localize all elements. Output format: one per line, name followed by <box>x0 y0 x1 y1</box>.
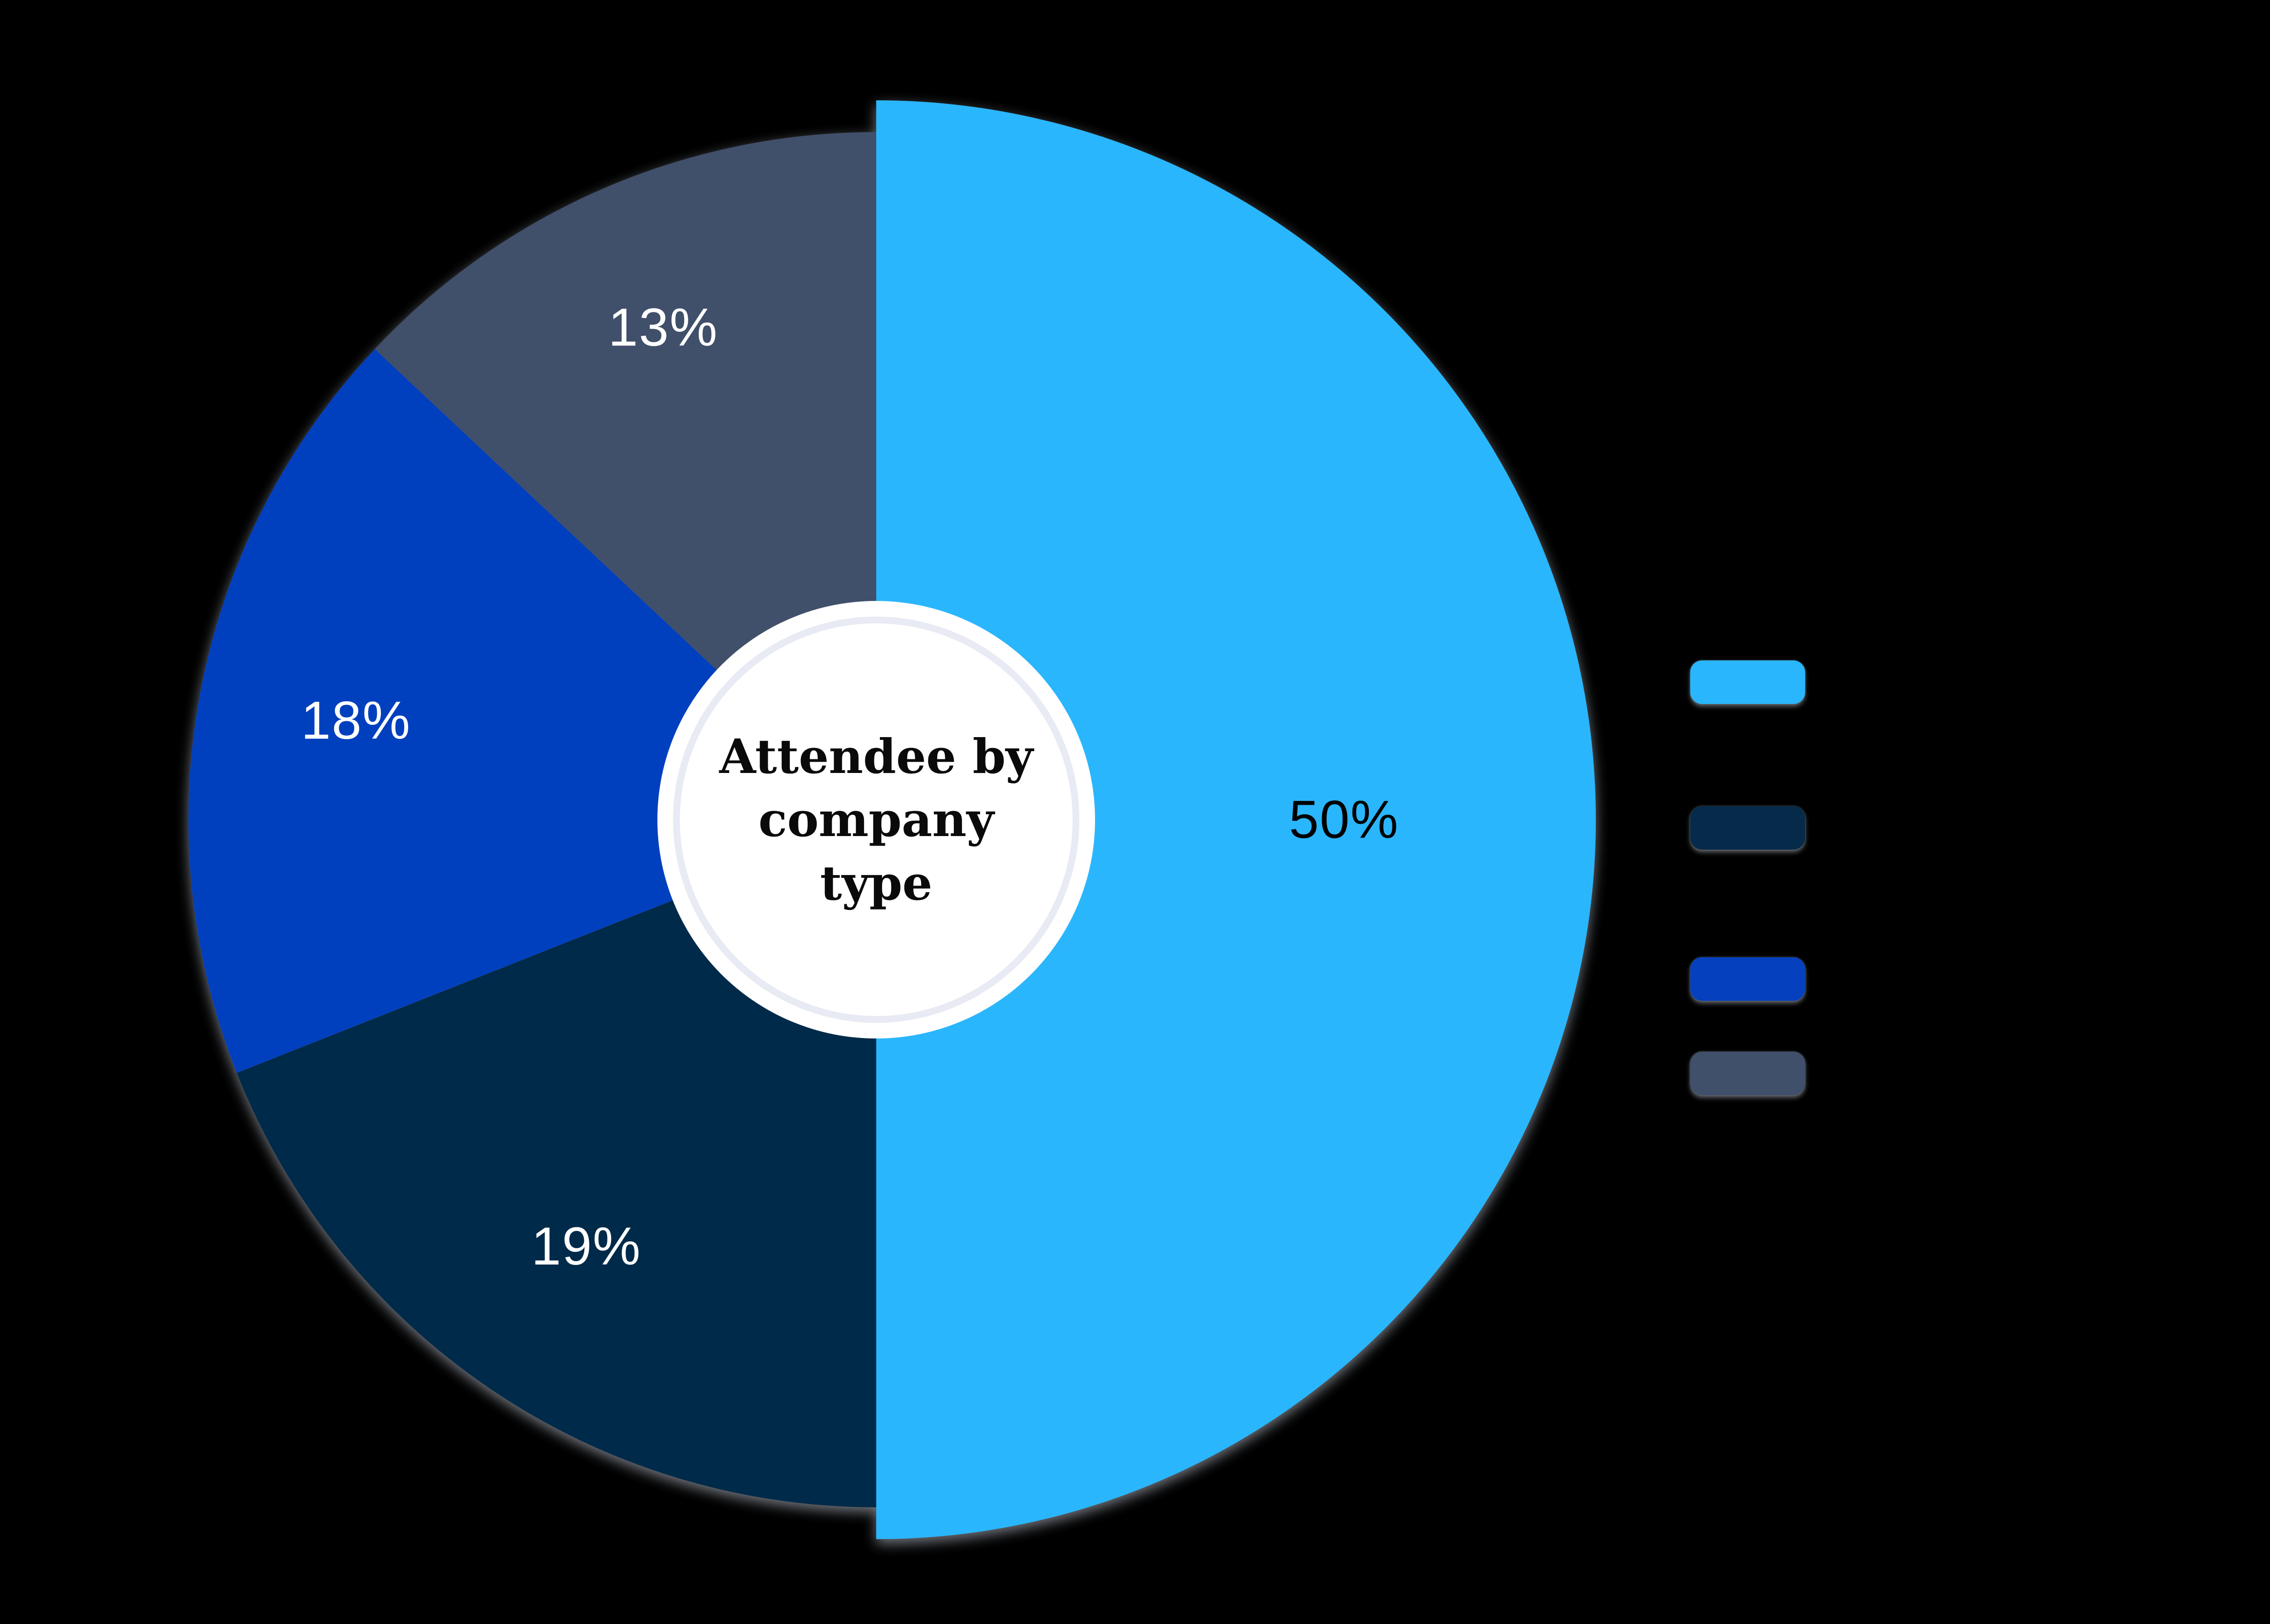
pie-slice-labels: 50% 19% 18% 13% <box>301 298 1399 1276</box>
slice-label: 50% <box>1289 790 1399 850</box>
legend-swatch-3 <box>1690 957 1805 1001</box>
pie-slice-50 <box>876 100 1596 1539</box>
center-circle-ring <box>673 616 1080 1023</box>
legend-swatch-4 <box>1690 1052 1805 1095</box>
pie-slice-19 <box>237 820 876 1507</box>
pie-center-title: Attendee by company type <box>719 728 1033 911</box>
slice-label: 13% <box>608 298 718 358</box>
slice-label: 18% <box>301 690 411 750</box>
pie-slices <box>188 100 1596 1539</box>
center-circle-outer <box>657 601 1095 1038</box>
chart-legend <box>1690 0 1826 1624</box>
legend-swatch-1 <box>1690 660 1805 704</box>
slice-label: 19% <box>531 1216 641 1276</box>
pie-center-circle <box>657 601 1095 1038</box>
legend-swatch-2 <box>1690 806 1805 850</box>
pie-slice-18 <box>188 349 876 1073</box>
